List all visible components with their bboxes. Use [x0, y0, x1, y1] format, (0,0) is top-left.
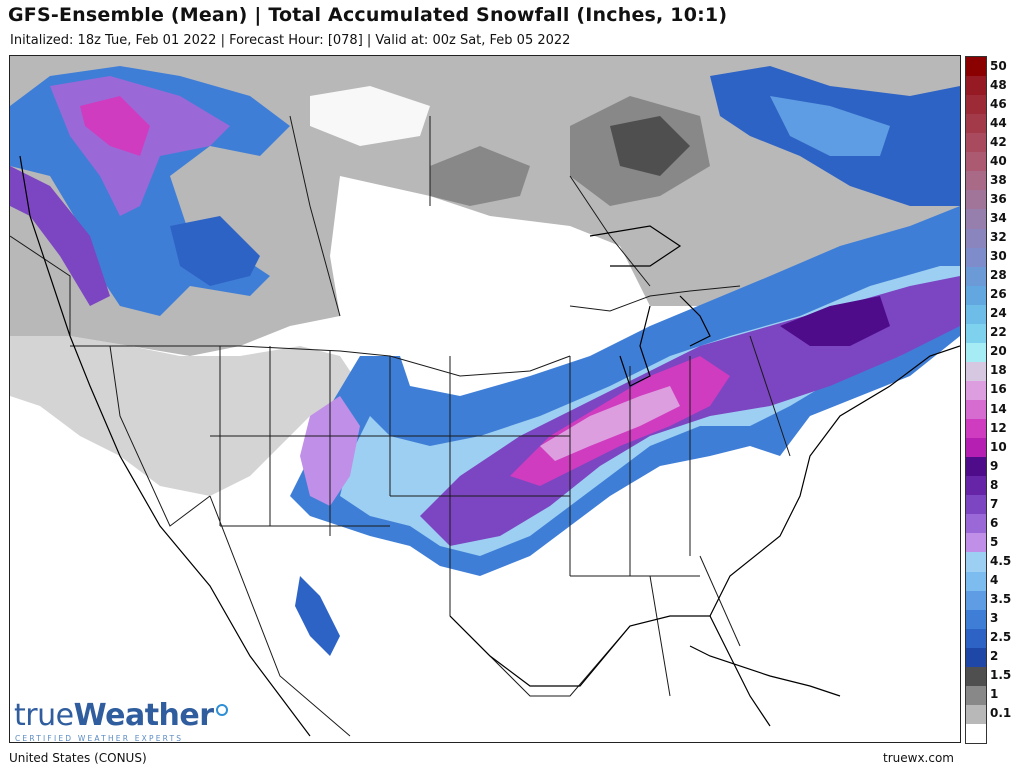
legend-swatch: [966, 400, 986, 420]
legend-swatch: [966, 419, 986, 439]
snowfall-legend-scale: [965, 56, 987, 744]
legend-label: 36: [990, 191, 1007, 206]
snow-band-bc-coast: [10, 166, 110, 306]
legend-label: 44: [990, 115, 1007, 130]
legend-swatch: [966, 495, 986, 515]
snow-band-rockies: [170, 216, 260, 286]
legend-label: 32: [990, 230, 1007, 245]
legend-swatch: [966, 152, 986, 172]
legend-label: 34: [990, 210, 1007, 225]
legend-label: 8: [990, 477, 999, 492]
legend-swatch: [966, 571, 986, 592]
legend-swatch: [966, 609, 986, 630]
legend-swatch: [966, 247, 986, 268]
legend-swatch: [966, 171, 986, 191]
legend-swatch: [966, 190, 986, 210]
legend-swatch: [966, 552, 986, 572]
legend-label: 5: [990, 534, 999, 549]
legend-label: 2.5: [990, 630, 1012, 645]
legend-label: 38: [990, 172, 1007, 187]
legend-swatch: [966, 533, 986, 553]
legend-label: 16: [990, 382, 1007, 397]
legend-label: 40: [990, 153, 1007, 168]
legend-swatch: [966, 342, 986, 363]
snow-band-southwest: [295, 576, 340, 656]
legend-swatch: [966, 57, 986, 77]
legend-swatch: [966, 666, 986, 687]
region-label: United States (CONUS): [9, 751, 147, 765]
legend-label: 50: [990, 58, 1007, 73]
legend-label: 20: [990, 344, 1007, 359]
no-snow-gap-canada: [310, 86, 430, 146]
map-subtitle: Initalized: 18z Tue, Feb 01 2022 | Forec…: [10, 33, 571, 48]
light-snow-region-west: [10, 336, 360, 496]
legend-label: 9: [990, 458, 999, 473]
logo-dot-icon: [215, 704, 228, 716]
logo-brand-light: true: [14, 698, 74, 733]
legend-swatch: [966, 514, 986, 534]
legend-label: 4: [990, 573, 999, 588]
legend-swatch: [966, 457, 986, 477]
no-snow-gap-plains: [330, 176, 650, 396]
legend-swatch: [966, 476, 986, 496]
legend-swatch: [966, 133, 986, 153]
legend-swatch: [966, 114, 986, 134]
snow-swath-max: [540, 386, 680, 461]
legend-label: 24: [990, 306, 1007, 321]
legend-label: 14: [990, 401, 1007, 416]
legend-label: 3: [990, 611, 999, 626]
legend-label: 1.5: [990, 668, 1012, 683]
coastlines: [19, 155, 960, 737]
legend-swatch: [966, 380, 986, 401]
legend-swatch: [966, 723, 986, 744]
snow-band-pnw-max: [80, 96, 150, 156]
legend-label: 22: [990, 325, 1007, 340]
state-borders: [10, 115, 791, 737]
legend-swatch: [966, 647, 986, 668]
legend-label: 42: [990, 134, 1007, 149]
legend-label: 26: [990, 287, 1007, 302]
legend-label: 48: [990, 77, 1007, 92]
heavy-grey-region: [610, 116, 690, 176]
legend-swatch: [966, 266, 986, 287]
legend-label: 7: [990, 496, 999, 511]
map-title: GFS-Ensemble (Mean) | Total Accumulated …: [8, 4, 728, 26]
legend-label: 12: [990, 420, 1007, 435]
legend-label: 46: [990, 96, 1007, 111]
legend-label: 3.5: [990, 592, 1012, 607]
legend-label: 6: [990, 515, 999, 530]
legend-swatch: [966, 76, 986, 96]
legend-label: 10: [990, 439, 1007, 454]
legend-label: 18: [990, 363, 1007, 378]
legend-swatch: [966, 285, 986, 306]
trueweather-logo: trueWeather CERTIFIED WEATHER EXPERTS: [14, 698, 228, 743]
moderate-snow-region-ontario: [430, 146, 530, 206]
legend-swatch: [966, 228, 986, 249]
legend-swatch: [966, 304, 986, 325]
legend-swatch: [966, 209, 986, 229]
legend-swatch: [966, 438, 986, 458]
legend-label: 4.5: [990, 553, 1012, 568]
legend-label: 28: [990, 268, 1007, 283]
legend-swatch: [966, 323, 986, 344]
legend-swatch: [966, 590, 986, 611]
legend-swatch: [966, 685, 986, 706]
snow-band-quebec-inner: [770, 96, 890, 156]
snowfall-map: [9, 55, 961, 743]
legend-label: 0.1: [990, 706, 1012, 721]
site-label: truewx.com: [883, 751, 954, 765]
legend-swatch: [966, 361, 986, 382]
legend-swatch: [966, 95, 986, 115]
snow-swath-deep-purple: [780, 296, 890, 346]
legend-swatch: [966, 704, 986, 725]
legend-swatch: [966, 628, 986, 649]
logo-tagline: CERTIFIED WEATHER EXPERTS: [15, 734, 184, 743]
legend-label: 2: [990, 649, 999, 664]
logo-brand-bold: Weather: [73, 698, 214, 733]
legend-label: 1: [990, 687, 999, 702]
legend-label: 30: [990, 249, 1007, 264]
